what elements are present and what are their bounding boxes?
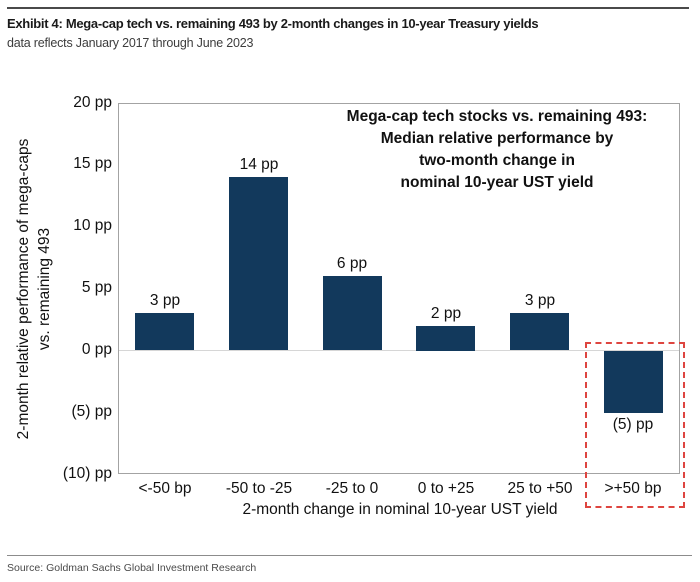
x-axis-tick-label: -25 to 0 [325, 480, 379, 497]
exhibit-title: Exhibit 4: Mega-cap tech vs. remaining 4… [7, 16, 539, 31]
x-axis-tick-label: 0 to +25 [417, 480, 475, 497]
annotation-line-2: Median relative performance by [380, 130, 614, 147]
y-axis-title-line-1: 2-month relative performance of mega-cap… [15, 138, 32, 440]
chart-annotation: Mega-cap tech stocks vs. remaining 493: … [307, 106, 687, 194]
bar->+50 bp [604, 351, 663, 413]
bar-25 to +50 [510, 313, 569, 350]
bar-value-label: 3 pp [149, 292, 181, 309]
x-axis-tick-label: 25 to +50 [507, 480, 573, 497]
bar-<-50 bp [135, 313, 194, 350]
top-divider [7, 7, 689, 9]
annotation-line-4: nominal 10-year UST yield [400, 174, 594, 191]
y-axis-tick-label: (5) pp [71, 403, 113, 420]
x-axis-tick-label: >+50 bp [604, 480, 662, 497]
bar-value-label: 14 pp [239, 156, 279, 173]
annotation-line-3: two-month change in [419, 152, 575, 169]
bar-value-label: 3 pp [524, 292, 556, 309]
highlight-dashed-box [585, 342, 685, 508]
x-axis-tick-label: -50 to -25 [225, 480, 293, 497]
exhibit-subtitle: data reflects January 2017 through June … [7, 36, 254, 50]
bar-value-label: 2 pp [430, 305, 462, 322]
source-attribution: Source: Goldman Sachs Global Investment … [7, 562, 257, 574]
zero-gridline [119, 350, 679, 351]
x-axis-tick-label: <-50 bp [138, 480, 192, 497]
bar-value-label: 6 pp [336, 255, 368, 272]
bar-0 to +25 [416, 326, 475, 351]
y-axis-tick-label: 20 pp [73, 94, 112, 111]
x-axis-title: 2-month change in nominal 10-year UST yi… [242, 501, 558, 518]
bar-value-label: (5) pp [612, 416, 654, 433]
bottom-divider [7, 555, 692, 556]
annotation-line-1: Mega-cap tech stocks vs. remaining 493: [346, 108, 648, 125]
bar--25 to 0 [323, 276, 382, 350]
y-axis-tick-label: 15 pp [73, 155, 112, 172]
y-axis-tick-label: 10 pp [73, 217, 112, 234]
bar--50 to -25 [229, 177, 288, 350]
y-axis-tick-label: 0 pp [81, 341, 112, 358]
y-axis-tick-label: 5 pp [81, 279, 112, 296]
y-axis-tick-label: (10) pp [62, 465, 112, 482]
